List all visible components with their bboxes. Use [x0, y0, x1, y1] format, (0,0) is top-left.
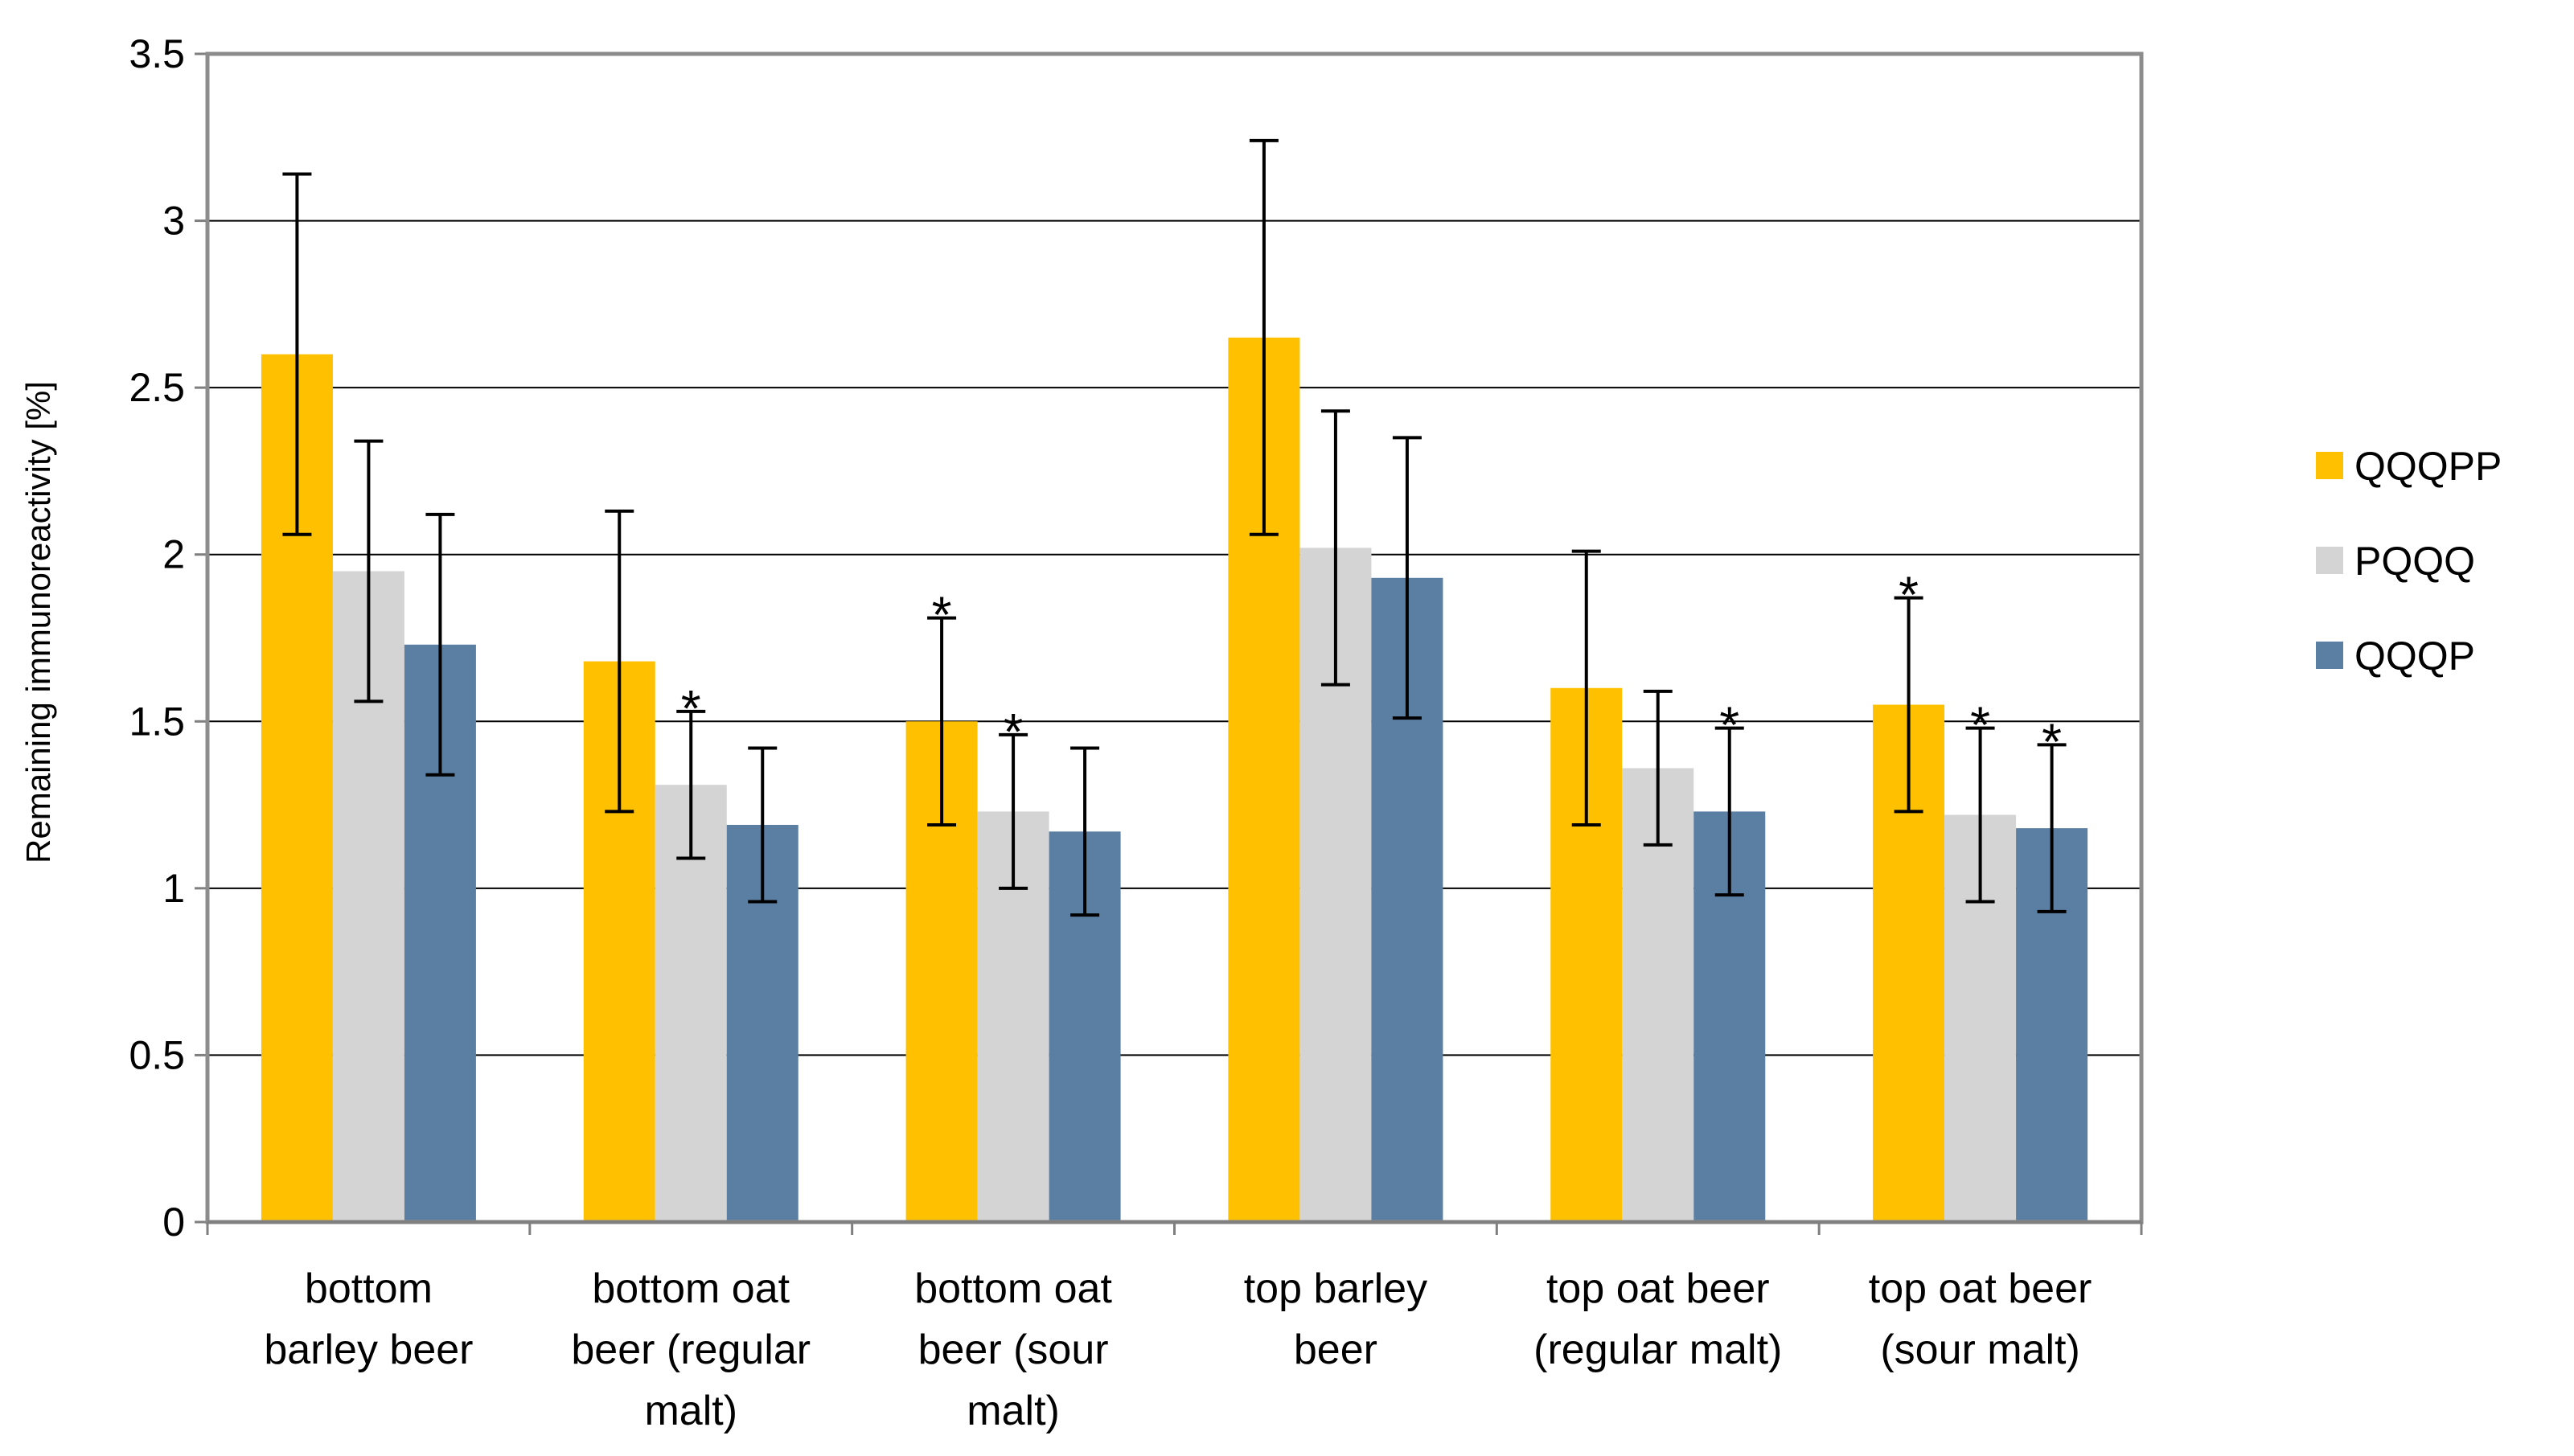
significance-star: * [1899, 566, 1919, 624]
error-bar [1894, 596, 1923, 814]
y-tick-labels: 0 0.5 1 1.5 2 2.5 3 3.5 [129, 31, 185, 1245]
legend-label: QQQP [2354, 634, 2475, 679]
legend-swatch [2316, 452, 2343, 479]
y-tick-label: 2 [162, 532, 185, 577]
x-category-label-line: malt) [644, 1388, 737, 1434]
significance-star: * [932, 586, 952, 644]
error-bar [927, 616, 957, 826]
x-category-labels: bottom barley beer bottom oat beer (regular… [264, 1265, 2092, 1434]
error-bar [1714, 726, 1744, 897]
error-bar [354, 439, 384, 703]
error-bar [282, 172, 312, 536]
x-category-label: top oat beer (regular malt) [1533, 1265, 1782, 1373]
y-tick-label: 3 [162, 199, 185, 244]
legend-item-qqqpp: QQQPP [2316, 444, 2502, 489]
x-category-label-line: beer (regular [571, 1327, 811, 1373]
x-category-label: bottom oat beer (regular malt) [571, 1265, 811, 1434]
error-bar [1249, 138, 1279, 536]
significance-star: * [1970, 696, 1990, 754]
x-category-label-line: bottom oat [592, 1265, 790, 1312]
error-bar [748, 746, 778, 904]
significance-markers: * * * * * * * [681, 566, 2062, 771]
y-axis-title: Remaining immunoreactivity [%] [19, 381, 57, 863]
legend-item-qqqp: QQQP [2316, 634, 2475, 679]
y-tick-label: 2.5 [129, 365, 185, 410]
legend-label: QQQPP [2354, 444, 2502, 489]
x-category-label-line: (regular malt) [1533, 1327, 1782, 1373]
error-bar [605, 509, 634, 814]
x-category-label: top barley beer [1244, 1265, 1427, 1373]
x-category-label-line: top oat beer [1546, 1265, 1770, 1312]
legend: QQQPP PQQQ QQQP [2316, 444, 2502, 679]
error-bar [2037, 743, 2067, 913]
legend-item-pqqq: PQQQ [2316, 539, 2475, 584]
x-category-label-line: (sour malt) [1880, 1327, 2079, 1373]
x-category-label-line: bottom oat [914, 1265, 1112, 1312]
x-category-label: bottom barley beer [264, 1265, 473, 1373]
x-category-label-line: malt) [967, 1388, 1060, 1434]
y-tick-label: 3.5 [129, 31, 185, 76]
significance-star: * [2042, 712, 2062, 770]
x-category-label: top oat beer (sour malt) [1869, 1265, 2092, 1373]
error-bars [282, 138, 2067, 917]
legend-label: PQQQ [2354, 539, 2475, 584]
plot-area-border [205, 51, 2144, 1224]
legend-swatch [2316, 547, 2343, 574]
x-category-label-line: top barley [1244, 1265, 1427, 1312]
x-category-label-line: beer (sour [918, 1327, 1109, 1373]
legend-swatch [2316, 642, 2343, 669]
significance-star: * [1719, 696, 1739, 754]
bars [261, 337, 2088, 1223]
x-category-label: bottom oat beer (sour malt) [914, 1265, 1112, 1434]
error-bar [1070, 746, 1100, 917]
axes [195, 51, 2144, 1235]
error-bar [676, 709, 706, 860]
gridlines [207, 53, 2141, 1056]
error-bar [425, 512, 455, 777]
y-tick-label: 0 [162, 1200, 185, 1245]
x-category-label-line: bottom [305, 1265, 433, 1312]
significance-star: * [681, 679, 701, 737]
error-bar [1392, 436, 1422, 720]
error-bar [1643, 689, 1673, 847]
x-category-label-line: top oat beer [1869, 1265, 2092, 1312]
x-category-label-line: beer [1294, 1327, 1377, 1373]
x-category-label-line: barley beer [264, 1327, 473, 1373]
error-bar [999, 732, 1028, 890]
error-bar [1320, 409, 1350, 687]
y-tick-label: 1.5 [129, 699, 185, 744]
significance-star: * [1004, 703, 1024, 761]
error-bar [1965, 726, 1995, 904]
y-tick-label: 1 [162, 866, 185, 911]
error-bar [1571, 549, 1601, 826]
y-tick-label: 0.5 [129, 1032, 185, 1077]
